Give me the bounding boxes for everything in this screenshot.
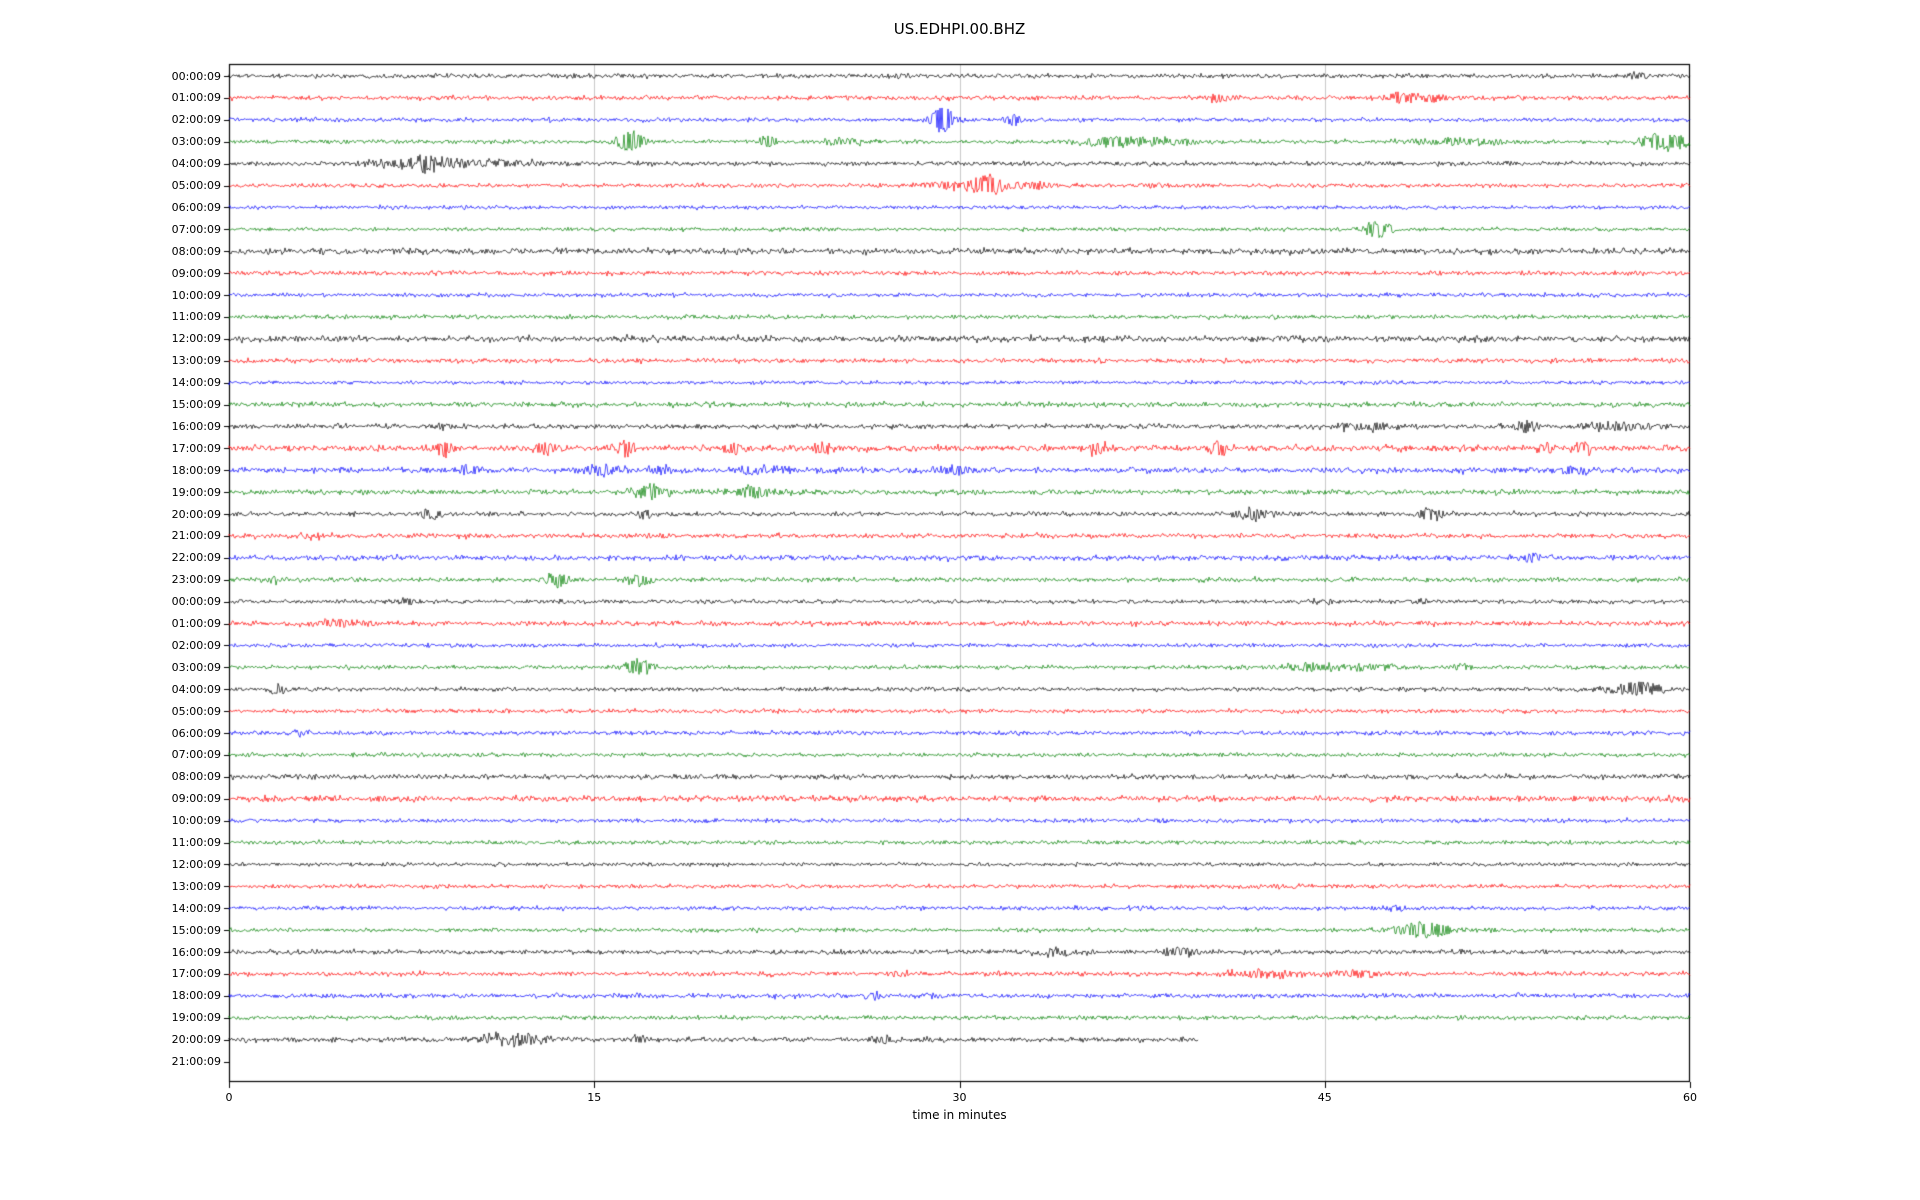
y-axis-label: 22:00:09: [171, 551, 221, 565]
y-axis-label: 12:00:09: [171, 332, 221, 346]
y-axis-label: 13:00:09: [171, 354, 221, 368]
y-axis-label: 07:00:09: [171, 748, 221, 762]
y-axis-label: 13:00:09: [171, 879, 221, 893]
y-axis-label: 15:00:09: [171, 923, 221, 937]
y-axis-label: 03:00:09: [171, 660, 221, 674]
x-axis-title: time in minutes: [912, 1108, 1007, 1122]
y-axis-label: 18:00:09: [171, 989, 221, 1003]
y-axis-label: 05:00:09: [171, 179, 221, 192]
y-axis-label: 00:00:09: [171, 69, 221, 83]
x-axis-tick-label: 15: [587, 1091, 602, 1104]
y-axis-label: 09:00:09: [171, 266, 221, 280]
y-axis-label: 14:00:09: [171, 901, 221, 915]
y-axis-label: 04:00:09: [171, 157, 221, 171]
y-axis-label: 07:00:09: [171, 222, 221, 236]
y-axis-label: 03:00:09: [171, 135, 221, 149]
y-axis-label: 08:00:09: [171, 770, 221, 784]
y-axis-label: 15:00:09: [171, 398, 221, 411]
x-axis-tick-label: 60: [1683, 1091, 1697, 1104]
y-axis-label: 05:00:09: [171, 704, 221, 718]
x-axis-tick-label: 0: [225, 1091, 233, 1104]
y-axis-label: 10:00:09: [171, 288, 221, 302]
y-axis-label: 06:00:09: [171, 200, 221, 214]
y-axis-label: 20:00:09: [171, 1033, 221, 1047]
y-axis-label: 09:00:09: [171, 792, 221, 806]
y-axis-label: 10:00:09: [171, 814, 221, 828]
y-axis-label: 11:00:09: [171, 836, 221, 849]
y-axis-label: 02:00:09: [171, 113, 221, 127]
y-axis-label: 21:00:09: [171, 1055, 221, 1068]
y-axis-label: 12:00:09: [171, 857, 221, 871]
y-axis-label: 06:00:09: [171, 726, 221, 740]
y-axis-label: 08:00:09: [171, 244, 221, 258]
x-axis-tick-label: 45: [1317, 1091, 1332, 1104]
y-axis-label: 23:00:09: [171, 573, 221, 587]
y-axis-label: 16:00:09: [171, 945, 221, 959]
y-axis-label: 20:00:09: [171, 507, 221, 521]
y-axis-label: 04:00:09: [171, 682, 221, 696]
y-axis-label: 19:00:09: [171, 1011, 221, 1025]
y-axis-label: 17:00:09: [171, 967, 221, 981]
y-axis-label: 00:00:09: [171, 595, 221, 609]
y-axis-label: 14:00:09: [171, 376, 221, 390]
x-axis-tick-label: 30: [952, 1091, 967, 1104]
y-axis-label: 21:00:09: [171, 529, 221, 543]
y-axis-label: 19:00:09: [171, 485, 221, 499]
y-axis-label: 18:00:09: [171, 463, 221, 477]
y-axis-label: 01:00:09: [171, 617, 221, 630]
y-axis-label: 17:00:09: [171, 441, 221, 455]
y-axis-label: 11:00:09: [171, 310, 221, 324]
y-axis-label: 02:00:09: [171, 638, 221, 652]
chart-title: US.EDHPI.00.BHZ: [893, 20, 1026, 38]
y-axis-label: 16:00:09: [171, 419, 221, 433]
y-axis-label: 01:00:09: [171, 91, 221, 105]
